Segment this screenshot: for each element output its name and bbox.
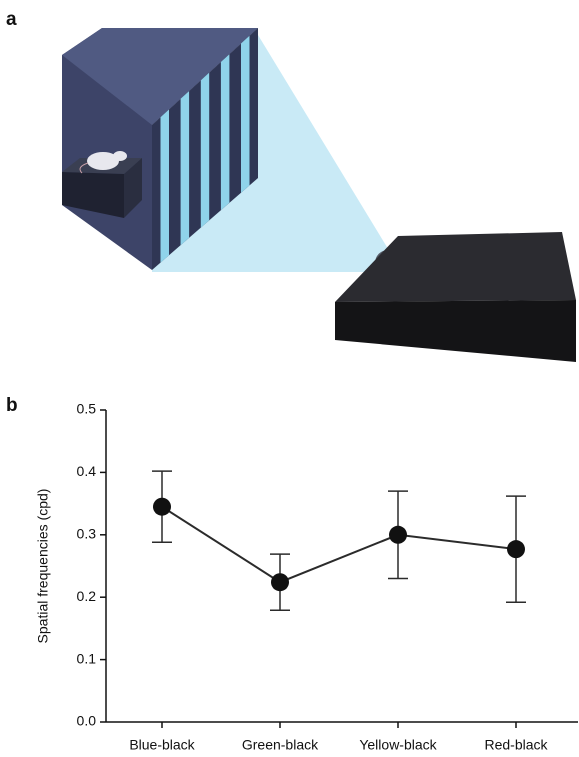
stripe — [201, 73, 209, 228]
projector-front — [335, 300, 576, 362]
panel-label: a — [6, 9, 17, 30]
mouse-head — [113, 151, 127, 161]
data-point — [271, 573, 289, 591]
x-tick-label: Red-black — [484, 737, 548, 753]
stripe — [161, 110, 170, 263]
y-tick-label: 0.3 — [77, 526, 97, 542]
page: a b 0.0 0.1 0.2 0.3 0.4 0.5 Spatial frequencie… — [0, 0, 579, 757]
data-point — [507, 540, 525, 558]
y-tick-label: 0.0 — [77, 713, 97, 729]
x-tick-label: Green-black — [242, 737, 319, 753]
stripe — [221, 54, 230, 210]
y-axis-title: Spatial frequencies (cpd) — [35, 489, 51, 644]
x-tick-label: Blue-black — [129, 737, 195, 753]
stripe — [181, 91, 190, 245]
y-tick-label: 0.1 — [77, 650, 97, 666]
panel-label: b — [6, 395, 18, 416]
figure: a b 0.0 0.1 0.2 0.3 0.4 0.5 Spatial frequencie… — [0, 0, 579, 757]
x-tick-label: Yellow-black — [359, 737, 437, 753]
line — [162, 507, 516, 583]
y-tick-label: 0.2 — [77, 588, 97, 604]
data-point — [153, 498, 171, 516]
setup-illustration — [62, 28, 576, 362]
y-tick-label: 0.5 — [77, 401, 97, 417]
data-point — [389, 526, 407, 544]
stripe — [241, 36, 250, 193]
y-tick-label: 0.4 — [77, 463, 97, 479]
